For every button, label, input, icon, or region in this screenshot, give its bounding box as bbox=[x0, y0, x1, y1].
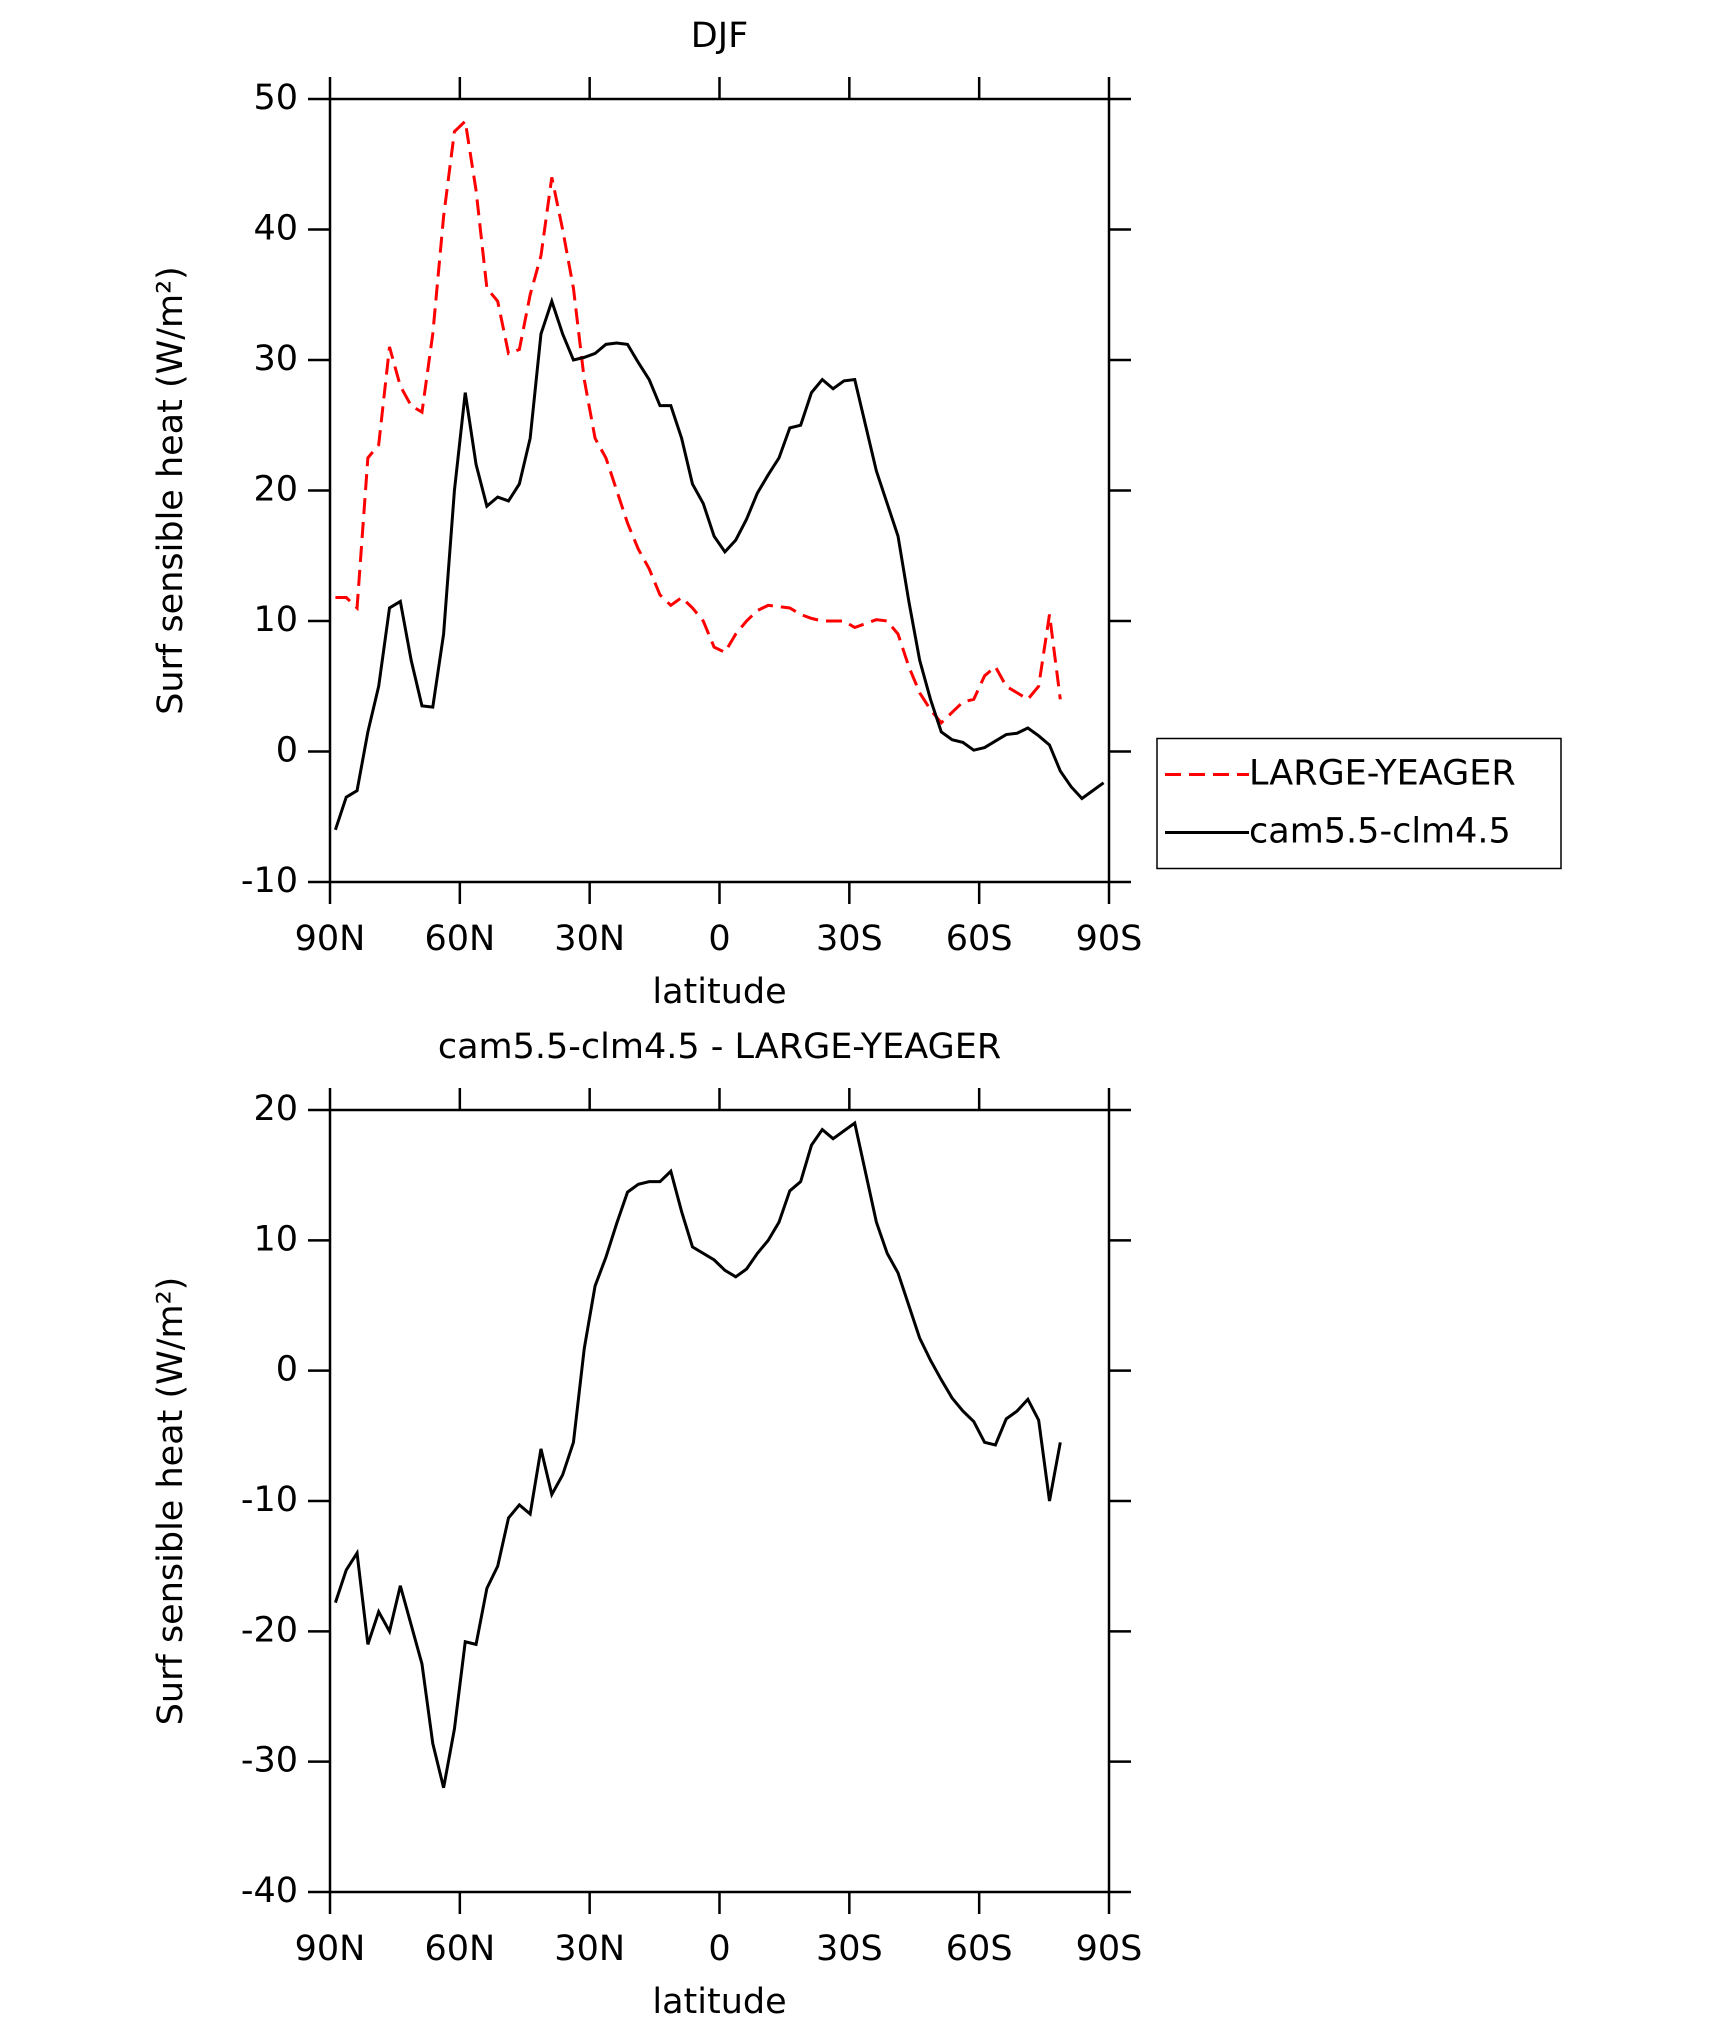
x-tick-label: 60S bbox=[946, 1929, 1013, 1969]
data-line bbox=[335, 118, 1062, 725]
y-axis-label: Surf sensible heat (W/m²) bbox=[151, 266, 191, 715]
x-tick-label: 0 bbox=[708, 919, 730, 959]
y-tick-label: -20 bbox=[241, 1610, 298, 1650]
x-axis-label: latitude bbox=[652, 1982, 786, 2021]
y-tick-label: 20 bbox=[253, 470, 298, 510]
data-line bbox=[333, 1120, 1062, 1789]
x-tick-label: 90S bbox=[1076, 919, 1143, 959]
y-tick-label: -40 bbox=[241, 1871, 298, 1911]
y-axis-label: Surf sensible heat (W/m²) bbox=[151, 1277, 191, 1726]
data-line bbox=[333, 296, 1105, 831]
y-tick-label: -10 bbox=[241, 1480, 298, 1520]
legend-label: cam5.5-clm4.5 bbox=[1249, 812, 1511, 852]
plot-frame bbox=[328, 97, 1111, 884]
plot-frame bbox=[328, 1108, 1111, 1894]
y-tick-label: 10 bbox=[253, 600, 298, 640]
x-tick-label: 90N bbox=[295, 1929, 366, 1969]
x-tick-label: 0 bbox=[708, 1929, 730, 1969]
x-tick-label: 30N bbox=[554, 1929, 625, 1969]
y-tick-label: -30 bbox=[241, 1741, 298, 1781]
x-tick-label: 60N bbox=[424, 1929, 495, 1969]
y-tick-label: 20 bbox=[253, 1089, 298, 1129]
y-tick-label: 0 bbox=[276, 1350, 298, 1390]
x-tick-label: 90N bbox=[295, 919, 366, 959]
x-tick-label: 30S bbox=[816, 1929, 883, 1969]
x-tick-label: 60N bbox=[424, 919, 495, 959]
y-tick-label: 10 bbox=[253, 1219, 298, 1259]
y-tick-label: 50 bbox=[253, 78, 298, 118]
y-tick-label: -10 bbox=[241, 861, 298, 901]
chart-title: cam5.5-clm4.5 - LARGE-YEAGER bbox=[438, 1027, 1001, 1067]
x-axis-label: latitude bbox=[652, 972, 786, 1012]
y-tick-label: 30 bbox=[253, 339, 298, 379]
x-tick-label: 30S bbox=[816, 919, 883, 959]
legend-box bbox=[1156, 737, 1562, 870]
x-tick-label: 30N bbox=[554, 919, 625, 959]
x-tick-label: 90S bbox=[1076, 1929, 1143, 1969]
chart-title: DJF bbox=[691, 16, 748, 56]
x-tick-label: 60S bbox=[946, 919, 1013, 959]
y-tick-label: 40 bbox=[253, 209, 298, 249]
legend-label: LARGE-YEAGER bbox=[1249, 754, 1516, 794]
y-tick-label: 0 bbox=[276, 731, 298, 771]
